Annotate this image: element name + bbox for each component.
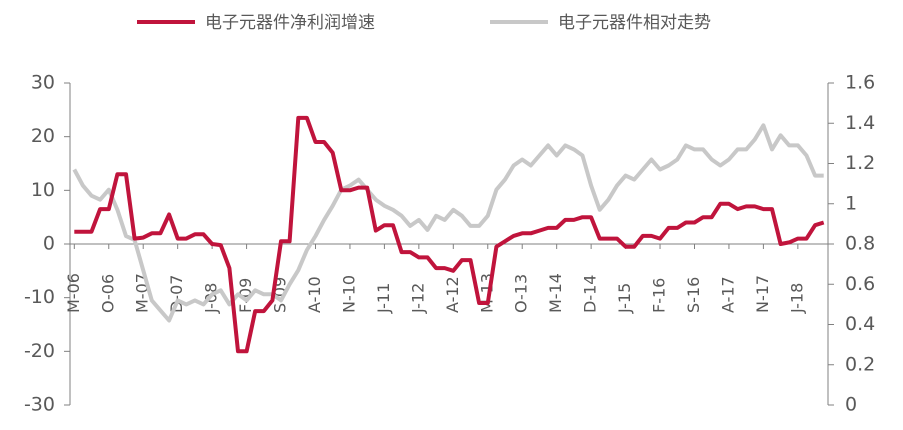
- y-tick-label: 10: [31, 179, 55, 201]
- y-tick-label: 0: [43, 233, 55, 255]
- y-tick-label: -10: [24, 286, 55, 308]
- x-tick-label: A-10: [305, 276, 324, 313]
- x-tick-label: A-12: [443, 276, 462, 313]
- x-tick-label: M-14: [546, 273, 565, 313]
- y2-tick-label: 1.2: [845, 152, 875, 174]
- y-tick-label: 30: [31, 72, 55, 94]
- x-tick-label: S-16: [684, 277, 703, 313]
- legend-label: 电子元器件相对走势: [558, 13, 711, 33]
- y-tick-label: -20: [24, 340, 55, 362]
- y2-tick-label: 0.2: [845, 353, 875, 375]
- x-tick-label: O-13: [512, 274, 531, 313]
- y2-tick-label: 1.6: [845, 72, 875, 94]
- y2-tick-label: 1: [845, 192, 857, 214]
- x-tick-label: O-06: [98, 274, 117, 313]
- x-tick-label: N-10: [339, 275, 358, 313]
- x-tick-label: J-12: [408, 283, 427, 314]
- x-tick-label: F-09: [236, 278, 255, 313]
- y-tick-label: -30: [24, 394, 55, 416]
- y2-tick-label: 0: [845, 394, 857, 416]
- y2-tick-label: 0.4: [845, 313, 875, 335]
- series-line: [72, 123, 824, 323]
- x-tick-label: J-18: [787, 283, 806, 314]
- x-tick-label: J-11: [374, 283, 393, 314]
- y2-tick-label: 1.4: [845, 112, 875, 134]
- y-tick-label: 20: [31, 125, 55, 147]
- y2-tick-label: 0.6: [845, 273, 875, 295]
- series-line: [74, 115, 825, 354]
- x-tick-label: F-16: [650, 278, 669, 313]
- x-tick-label: J-15: [615, 283, 634, 314]
- x-tick-label: N-17: [753, 275, 772, 313]
- y2-tick-label: 0.8: [845, 233, 875, 255]
- legend-label: 电子元器件净利润增速: [205, 13, 375, 33]
- x-tick-label: M-06: [64, 273, 83, 313]
- x-tick-label: D-14: [581, 275, 600, 313]
- x-tick-label: A-17: [718, 276, 737, 313]
